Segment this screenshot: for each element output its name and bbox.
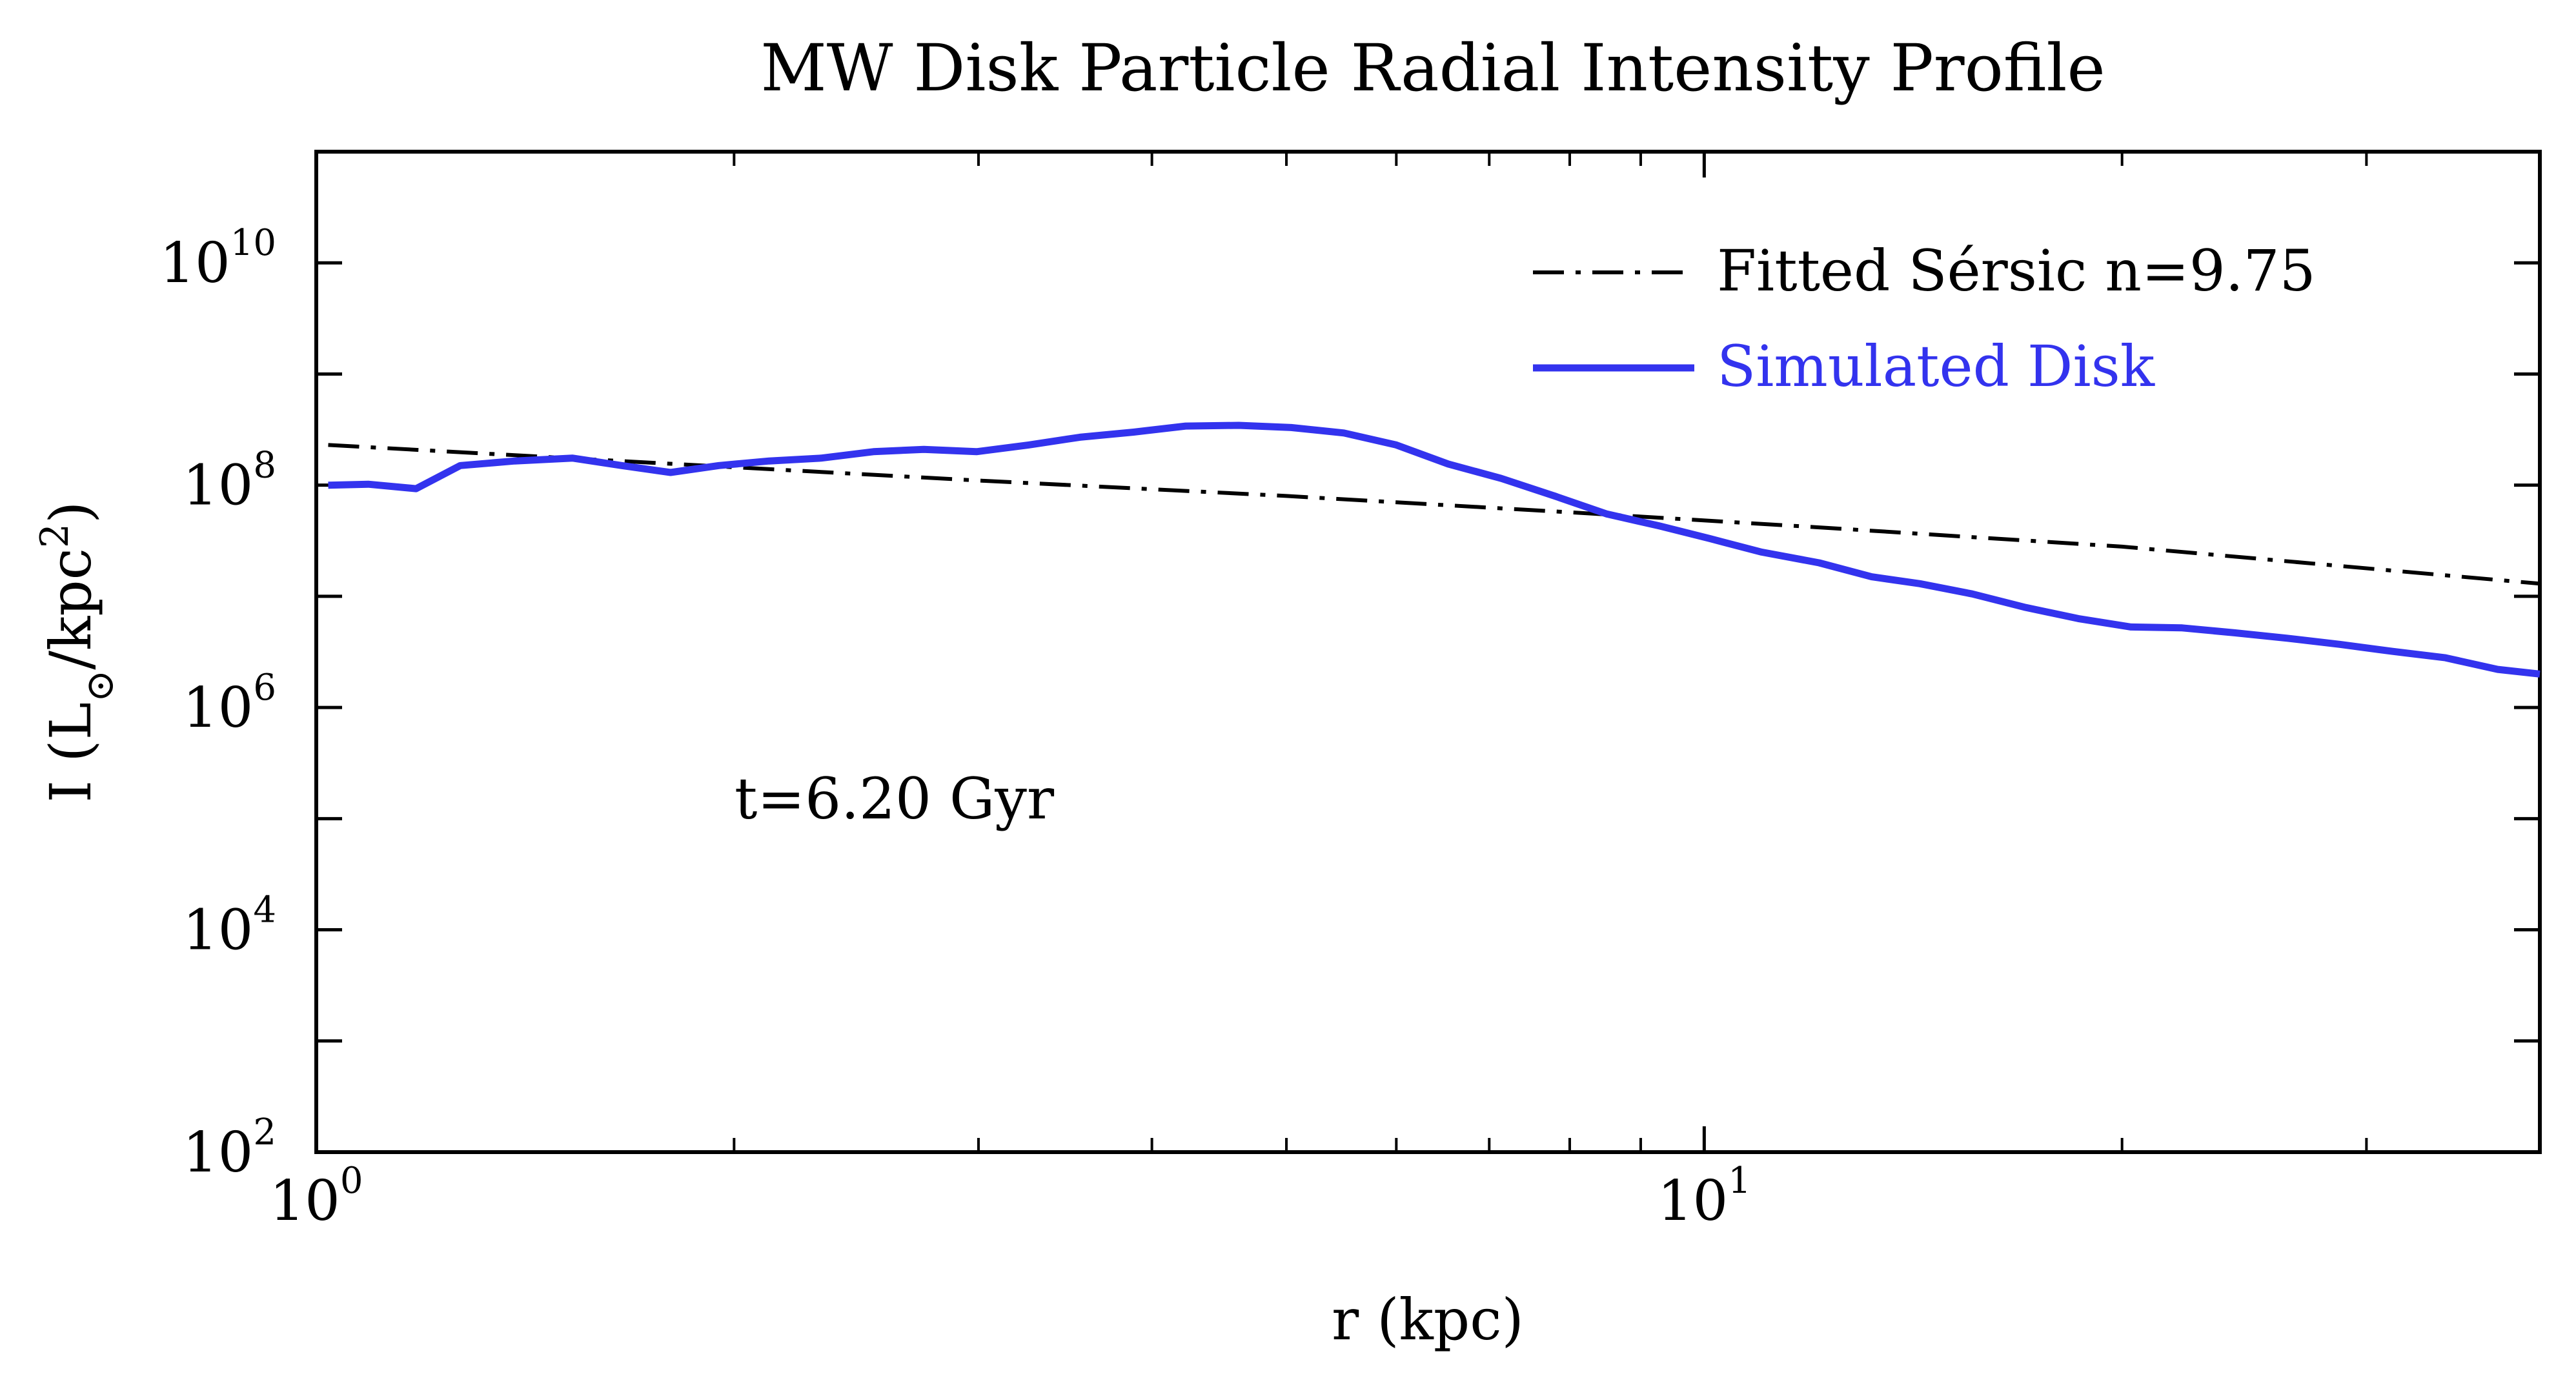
y-tick-labels: 102 104 106 108 1010 <box>159 222 276 1185</box>
legend-label-disk: Simulated Disk <box>1717 333 2155 400</box>
x-tick-label: 101 <box>1658 1160 1751 1233</box>
chart-title: MW Disk Particle Radial Intensity Profil… <box>760 30 2105 106</box>
legend-label-sersic: Fitted Sérsic n=9.75 <box>1717 238 2316 304</box>
series-layer <box>328 421 2541 678</box>
sersic-fit-line <box>328 443 2541 586</box>
y-tick-label: 106 <box>183 667 276 740</box>
minor-ticks <box>733 152 2368 1152</box>
y-tick-label: 104 <box>183 889 276 963</box>
y-tick-label: 102 <box>183 1111 276 1185</box>
y-tick-label: 1010 <box>159 222 276 296</box>
legend: Fitted Sérsic n=9.75 Simulated Disk <box>1533 238 2316 400</box>
x-axis-label: r (kpc) <box>1332 1286 1524 1353</box>
x-tick-labels: 100 101 <box>269 1160 1750 1233</box>
major-ticks <box>314 152 2540 1152</box>
plot-frame <box>314 150 2542 1154</box>
x-tick-label: 100 <box>269 1160 363 1233</box>
y-tick-label: 108 <box>183 445 276 518</box>
time-annotation: t=6.20 Gyr <box>735 765 1055 832</box>
simulated-disk-line <box>328 421 2541 678</box>
plot-area <box>314 150 2542 1154</box>
